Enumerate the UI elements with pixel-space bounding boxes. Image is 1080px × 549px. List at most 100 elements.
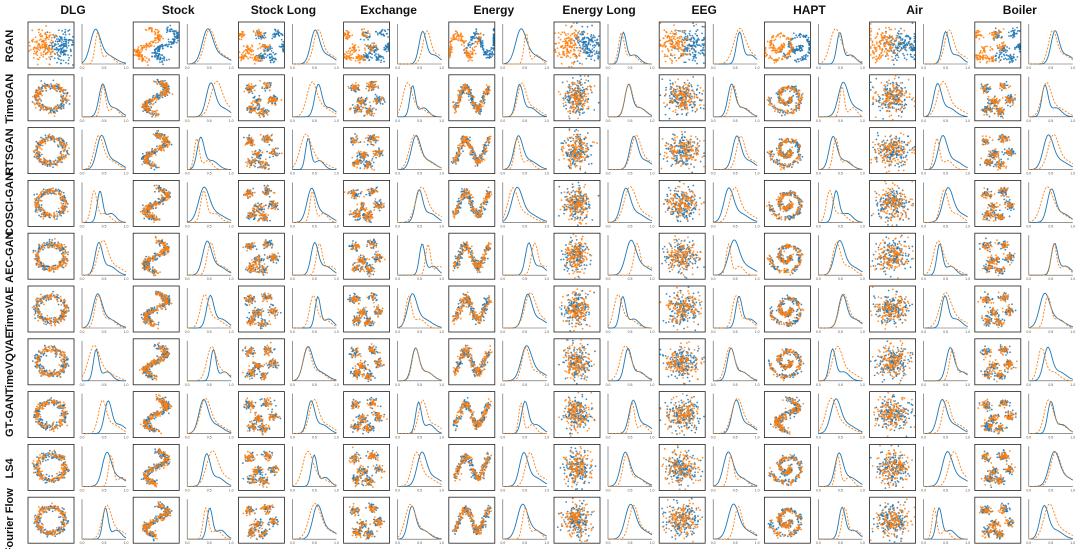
synthetic-point <box>151 98 154 100</box>
original-point <box>360 105 363 108</box>
density-tick-label: 1.0 <box>229 119 234 123</box>
synthetic-point <box>576 40 579 43</box>
synthetic-point <box>999 36 1002 39</box>
column-header: Energy Long <box>562 3 635 17</box>
original-point <box>787 45 790 48</box>
synthetic-point <box>772 36 775 39</box>
original-point <box>597 57 599 59</box>
synthetic-point <box>32 48 35 51</box>
original-point <box>585 44 588 47</box>
synthetic-point <box>669 32 672 35</box>
original-point <box>162 63 164 66</box>
synthetic-point <box>243 90 246 93</box>
synthetic-point <box>453 107 456 110</box>
original-point <box>571 76 574 79</box>
density-tick-label: 1.0 <box>965 66 970 70</box>
synthetic-point <box>65 94 68 97</box>
original-point <box>273 32 276 35</box>
original-point <box>1003 54 1006 57</box>
synthetic-point <box>875 35 878 38</box>
synthetic-point <box>891 37 894 40</box>
synthetic-point <box>60 97 63 99</box>
synthetic-point <box>975 55 978 58</box>
synthetic-point <box>152 102 155 105</box>
original-point <box>66 46 68 49</box>
synthetic-point <box>572 108 575 111</box>
original-point <box>277 32 280 35</box>
synthetic-point <box>486 89 489 92</box>
original-point <box>703 36 705 39</box>
synthetic-point <box>878 58 881 60</box>
synthetic-point <box>581 105 584 108</box>
synthetic-point <box>146 61 149 63</box>
tsne-panel <box>869 21 916 69</box>
synthetic-point <box>480 100 483 102</box>
synthetic-point <box>155 81 158 83</box>
synthetic-point <box>39 46 42 49</box>
original-point <box>896 32 899 35</box>
synthetic-point <box>274 103 277 106</box>
synthetic-point <box>247 89 250 92</box>
synthetic-point <box>154 31 157 34</box>
original-point <box>490 48 493 51</box>
synthetic-point <box>887 54 889 57</box>
synthetic-point <box>42 55 45 58</box>
synthetic-point <box>659 22 662 25</box>
synthetic-point <box>559 38 562 41</box>
synthetic-point <box>373 112 376 115</box>
synthetic-point <box>41 44 44 47</box>
synthetic-point <box>254 58 257 61</box>
original-point <box>568 117 571 120</box>
synthetic-point <box>572 52 575 55</box>
synthetic-point <box>554 48 557 51</box>
synthetic-point <box>560 46 563 49</box>
original-point <box>795 45 798 48</box>
synthetic-density-curve <box>397 30 442 65</box>
synthetic-point <box>348 31 350 34</box>
synthetic-point <box>363 47 366 50</box>
original-point <box>273 60 276 63</box>
original-point <box>780 50 783 53</box>
synthetic-point <box>50 39 53 42</box>
original-point <box>588 47 590 50</box>
synthetic-point <box>261 107 264 110</box>
synthetic-point <box>483 91 486 94</box>
synthetic-point <box>257 47 259 50</box>
original-point <box>702 46 705 49</box>
synthetic-point <box>993 30 996 33</box>
synthetic-point <box>363 33 366 36</box>
original-point <box>578 111 581 114</box>
original-density-curve <box>82 83 127 118</box>
synthetic-point <box>257 60 259 62</box>
synthetic-point <box>162 94 165 97</box>
synthetic-point <box>164 91 167 93</box>
synthetic-point <box>368 33 371 35</box>
original-point <box>998 56 1000 59</box>
synthetic-point <box>471 59 474 62</box>
synthetic-point <box>165 86 168 89</box>
original-point <box>681 38 684 41</box>
original-point <box>898 50 901 53</box>
original-point <box>582 44 584 47</box>
original-point <box>363 38 366 41</box>
original-point <box>157 96 160 99</box>
synthetic-point <box>781 46 784 49</box>
synthetic-point <box>242 55 245 58</box>
synthetic-point <box>159 82 162 85</box>
original-point <box>999 59 1002 61</box>
synthetic-point <box>360 102 363 105</box>
synthetic-point <box>61 89 64 92</box>
synthetic-point <box>583 94 586 97</box>
synthetic-point <box>578 90 580 92</box>
original-point <box>590 35 592 38</box>
original-point <box>151 55 154 58</box>
synthetic-point <box>143 100 146 103</box>
synthetic-point <box>891 59 894 62</box>
synthetic-point <box>467 91 470 93</box>
original-point <box>252 104 254 106</box>
synthetic-point <box>137 46 140 49</box>
synthetic-point <box>346 35 348 38</box>
synthetic-point <box>247 107 250 110</box>
synthetic-point <box>251 105 253 108</box>
original-point <box>703 53 705 56</box>
